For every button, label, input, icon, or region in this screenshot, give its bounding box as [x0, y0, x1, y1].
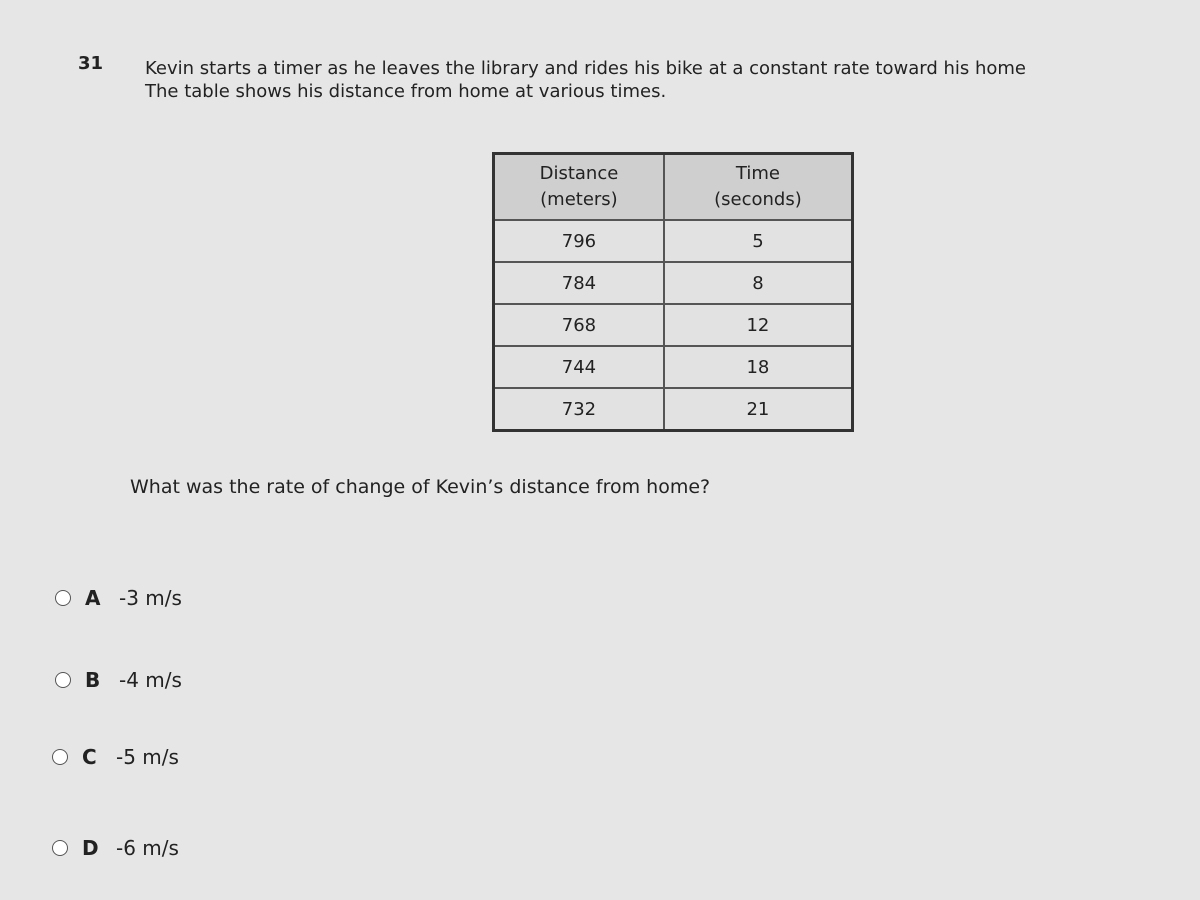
table-cell: 8 [662, 261, 854, 305]
data-table: Distance (meters) Time (seconds) 796 5 784 8 7… [492, 152, 854, 432]
question-text: The table shows his distance from home a… [145, 81, 667, 102]
answer-choice[interactable]: A -3 m/s [55, 586, 182, 610]
radio-button[interactable] [55, 672, 71, 688]
header-line: (seconds) [714, 189, 802, 210]
header-line: Time [735, 163, 780, 184]
header-line: Distance [539, 163, 619, 184]
answer-choice[interactable]: D -6 m/s [52, 836, 179, 860]
question-text: Kevin starts a timer as he leaves the li… [145, 58, 1026, 79]
header-cell: Time (seconds) [662, 152, 854, 221]
table-cell: 768 [492, 303, 665, 347]
radio-button[interactable] [52, 749, 68, 765]
table-row: 732 21 [492, 387, 854, 432]
radio-button[interactable] [52, 840, 68, 856]
choice-letter: C [82, 745, 97, 769]
question-number: 31 [78, 53, 104, 74]
table-cell: 744 [492, 345, 665, 389]
table-cell: 784 [492, 261, 665, 305]
header-line: (meters) [540, 189, 618, 210]
table-cell: 21 [662, 387, 854, 432]
choice-letter: B [85, 668, 101, 692]
answer-choice[interactable]: B -4 m/s [55, 668, 182, 692]
radio-button[interactable] [55, 590, 71, 606]
choice-letter: A [85, 586, 101, 610]
choice-text: -4 m/s [119, 668, 182, 692]
table-row: 744 18 [492, 345, 854, 389]
table-row: 768 12 [492, 303, 854, 347]
table-row: 796 5 [492, 219, 854, 263]
prompt: What was the rate of change of Kevin’s d… [130, 476, 711, 498]
table-cell: 796 [492, 219, 665, 263]
table-cell: 732 [492, 387, 665, 432]
table-cell: 18 [662, 345, 854, 389]
table-cell: 5 [662, 219, 854, 263]
choice-text: -6 m/s [116, 836, 179, 860]
choice-text: -5 m/s [116, 745, 179, 769]
header-cell: Distance (meters) [492, 152, 665, 221]
table-row: 784 8 [492, 261, 854, 305]
answer-choice[interactable]: C -5 m/s [52, 745, 179, 769]
table-cell: 12 [662, 303, 854, 347]
choice-text: -3 m/s [119, 586, 182, 610]
choice-letter: D [82, 836, 99, 860]
